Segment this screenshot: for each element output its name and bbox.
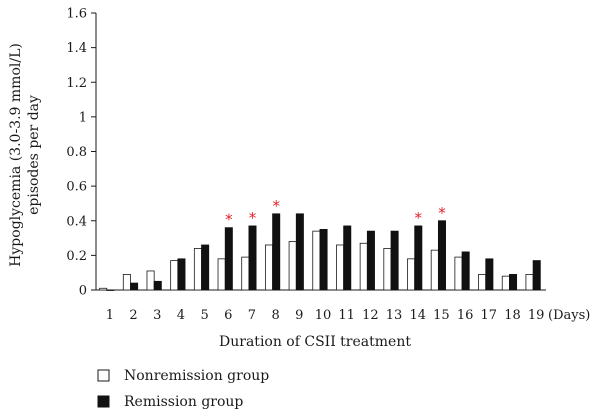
- bar-nonremission: [501, 275, 510, 291]
- significance-mark: *: [249, 209, 257, 227]
- bar-nonremission: [407, 258, 416, 291]
- x-tick-label: 11: [338, 308, 355, 323]
- bar-remission: [295, 213, 304, 291]
- bar-remission: [248, 225, 257, 291]
- bar-nonremission: [430, 249, 439, 291]
- bar-remission: [177, 258, 186, 291]
- bar-remission: [485, 258, 494, 291]
- x-tick-label: 4: [177, 308, 185, 323]
- bar-nonremission: [217, 258, 226, 291]
- x-tick-label: 19: [528, 308, 545, 323]
- x-tick-label: 16: [457, 308, 474, 323]
- x-tick-label: 6: [224, 308, 232, 323]
- bar-remission: [319, 229, 328, 291]
- x-tick-label: 18: [504, 308, 521, 323]
- y-tick-label: 1.2: [66, 76, 87, 91]
- bar-nonremission: [359, 242, 368, 291]
- legend-swatch-remission: [97, 395, 110, 408]
- bar-remission: [437, 220, 446, 291]
- legend-label-remission: Remission group: [124, 394, 243, 410]
- y-tick-label: 1.6: [66, 7, 87, 22]
- x-tick-label: 5: [200, 308, 208, 323]
- x-axis-label: Duration of CSII treatment: [219, 334, 411, 350]
- y-tick-label: 0.8: [66, 145, 87, 160]
- bar-nonremission: [454, 256, 463, 291]
- bar-nonremission: [99, 287, 108, 291]
- x-tick-label: 10: [315, 308, 332, 323]
- bar-nonremission: [264, 244, 273, 291]
- bar-remission: [390, 230, 399, 291]
- bar-remission: [509, 274, 518, 291]
- bar-remission: [461, 251, 470, 291]
- y-tick-label: 0: [79, 284, 87, 299]
- y-tick-label: 0.4: [66, 214, 87, 229]
- x-axis-unit: (Days): [548, 308, 590, 323]
- bar-remission: [343, 225, 352, 291]
- x-tick-label: 14: [409, 308, 426, 323]
- x-tick-label: 13: [386, 308, 403, 323]
- bar-remission: [106, 289, 115, 291]
- bar-nonremission: [336, 244, 345, 291]
- bar-remission: [153, 280, 162, 291]
- bar-remission: [272, 213, 281, 291]
- bar-nonremission: [193, 248, 202, 291]
- bar-nonremission: [478, 274, 487, 291]
- y-tick-label: 0.6: [66, 180, 87, 195]
- x-tick-label: 12: [362, 308, 379, 323]
- y-axis-label: Hypoglycemia (3.0-3.9 mmol/L) episodes pe…: [8, 43, 42, 267]
- bar-nonremission: [525, 274, 534, 291]
- bar-remission: [532, 260, 541, 291]
- bar-nonremission: [288, 241, 297, 291]
- bar-remission: [224, 227, 233, 291]
- x-tick-label: 8: [271, 308, 279, 323]
- bar-remission: [414, 225, 423, 291]
- plot-area: 00.20.40.60.811.21.41.61 2 3 4 5 6*7*8*9 10 11 1…: [8, 7, 590, 411]
- bar-nonremission: [383, 248, 392, 291]
- x-tick-label: 1: [106, 308, 114, 323]
- y-tick-label: 1.4: [66, 41, 87, 56]
- bar-nonremission: [312, 230, 321, 291]
- significance-mark: *: [225, 211, 233, 229]
- x-tick-label: 3: [153, 308, 161, 323]
- bar-remission: [201, 244, 210, 291]
- y-axis-label-line1: Hypoglycemia (3.0-3.9 mmol/L): [8, 43, 24, 267]
- legend-label-nonremission: Nonremission group: [124, 368, 269, 384]
- bar-nonremission: [241, 256, 250, 291]
- x-tick-label: 2: [129, 308, 137, 323]
- bar-remission: [366, 230, 375, 291]
- y-tick-label: 1: [79, 110, 87, 125]
- significance-mark: *: [272, 197, 280, 215]
- x-tick-label: 17: [481, 308, 498, 323]
- legend-swatch-nonremission: [97, 369, 110, 382]
- bar-nonremission: [170, 260, 179, 291]
- bar-nonremission: [146, 270, 155, 291]
- x-tick-label: 15: [433, 308, 450, 323]
- x-tick-label: 7: [248, 308, 256, 323]
- x-tick-label: 9: [295, 308, 303, 323]
- y-tick-label: 0.2: [66, 249, 87, 264]
- significance-mark: *: [438, 204, 446, 222]
- y-axis-label-line2: episodes per day: [26, 95, 42, 215]
- bar-nonremission: [122, 274, 131, 291]
- significance-mark: *: [415, 209, 423, 227]
- bar-remission: [130, 282, 139, 291]
